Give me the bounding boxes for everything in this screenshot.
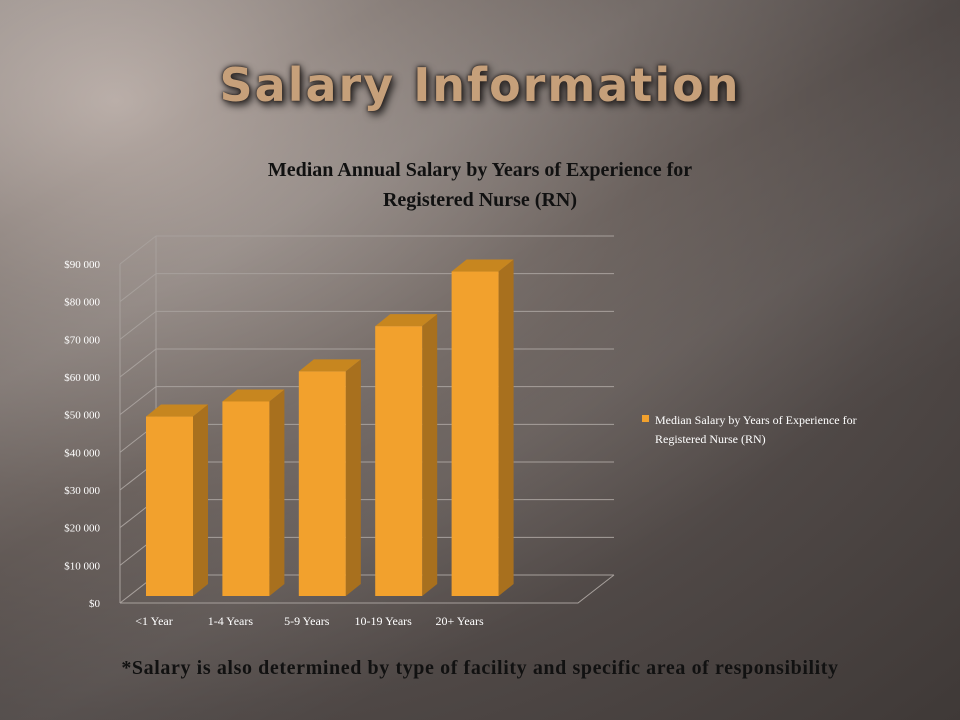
bar-side: [498, 259, 514, 596]
bar-side: [269, 389, 285, 596]
gridline: [119, 235, 614, 265]
bar-side: [345, 359, 361, 596]
bar: [298, 371, 346, 596]
legend-label-line-1: Median Salary by Years of Experience for: [655, 413, 857, 427]
bar-top: [298, 359, 361, 372]
x-tick-label: 5-9 Years: [284, 614, 330, 628]
y-axis: $0 $10 000 $20 000 $30 000 $40 000 $50 000 $60…: [64, 259, 100, 610]
legend-swatch: [642, 415, 649, 422]
x-tick-label: 20+ Years: [436, 614, 484, 628]
bar-side: [193, 404, 208, 596]
y-tick-label: $10 000: [64, 560, 100, 572]
y-tick-label: $40 000: [64, 447, 100, 459]
bar-top: [222, 389, 285, 402]
bar: [146, 416, 193, 596]
x-axis-labels: <1 Year 1-4 Years 5-9 Years 10-19 Years 20+ …: [135, 614, 484, 628]
bar: [222, 401, 270, 596]
chart-title-line-2: Registered Nurse (RN): [383, 189, 577, 211]
legend-label-line-2: Registered Nurse (RN): [655, 432, 766, 446]
x-tick-label: 1-4 Years: [208, 614, 254, 628]
y-tick-label: $70 000: [64, 334, 100, 346]
bars: [146, 259, 514, 596]
gridline: [119, 310, 614, 340]
bar-top: [146, 404, 208, 417]
bar: [451, 271, 499, 596]
y-tick-label: $80 000: [64, 297, 100, 309]
y-tick-label: $60 000: [64, 372, 100, 384]
chart-title-line-1: Median Annual Salary by Years of Experie…: [268, 159, 692, 181]
gridline: [119, 273, 614, 303]
y-tick-label: $90 000: [64, 259, 100, 271]
gridline: [119, 348, 614, 378]
bar: [375, 326, 423, 596]
y-tick-label: $30 000: [64, 485, 100, 497]
x-tick-label: 10-19 Years: [355, 614, 413, 628]
bar-side: [422, 314, 438, 596]
legend: Median Salary by Years of Experience for…: [642, 413, 857, 446]
footnote: *Salary is also determined by type of fa…: [121, 657, 839, 679]
slide-title: Salary Information: [219, 58, 741, 112]
floor-edge: [120, 574, 615, 604]
x-tick-label: <1 Year: [135, 614, 172, 628]
y-tick-label: $0: [89, 598, 101, 610]
y-tick-label: $50 000: [64, 410, 100, 422]
y-tick-label: $20 000: [64, 523, 100, 535]
bar-top: [375, 314, 438, 327]
bar-top: [451, 259, 514, 272]
